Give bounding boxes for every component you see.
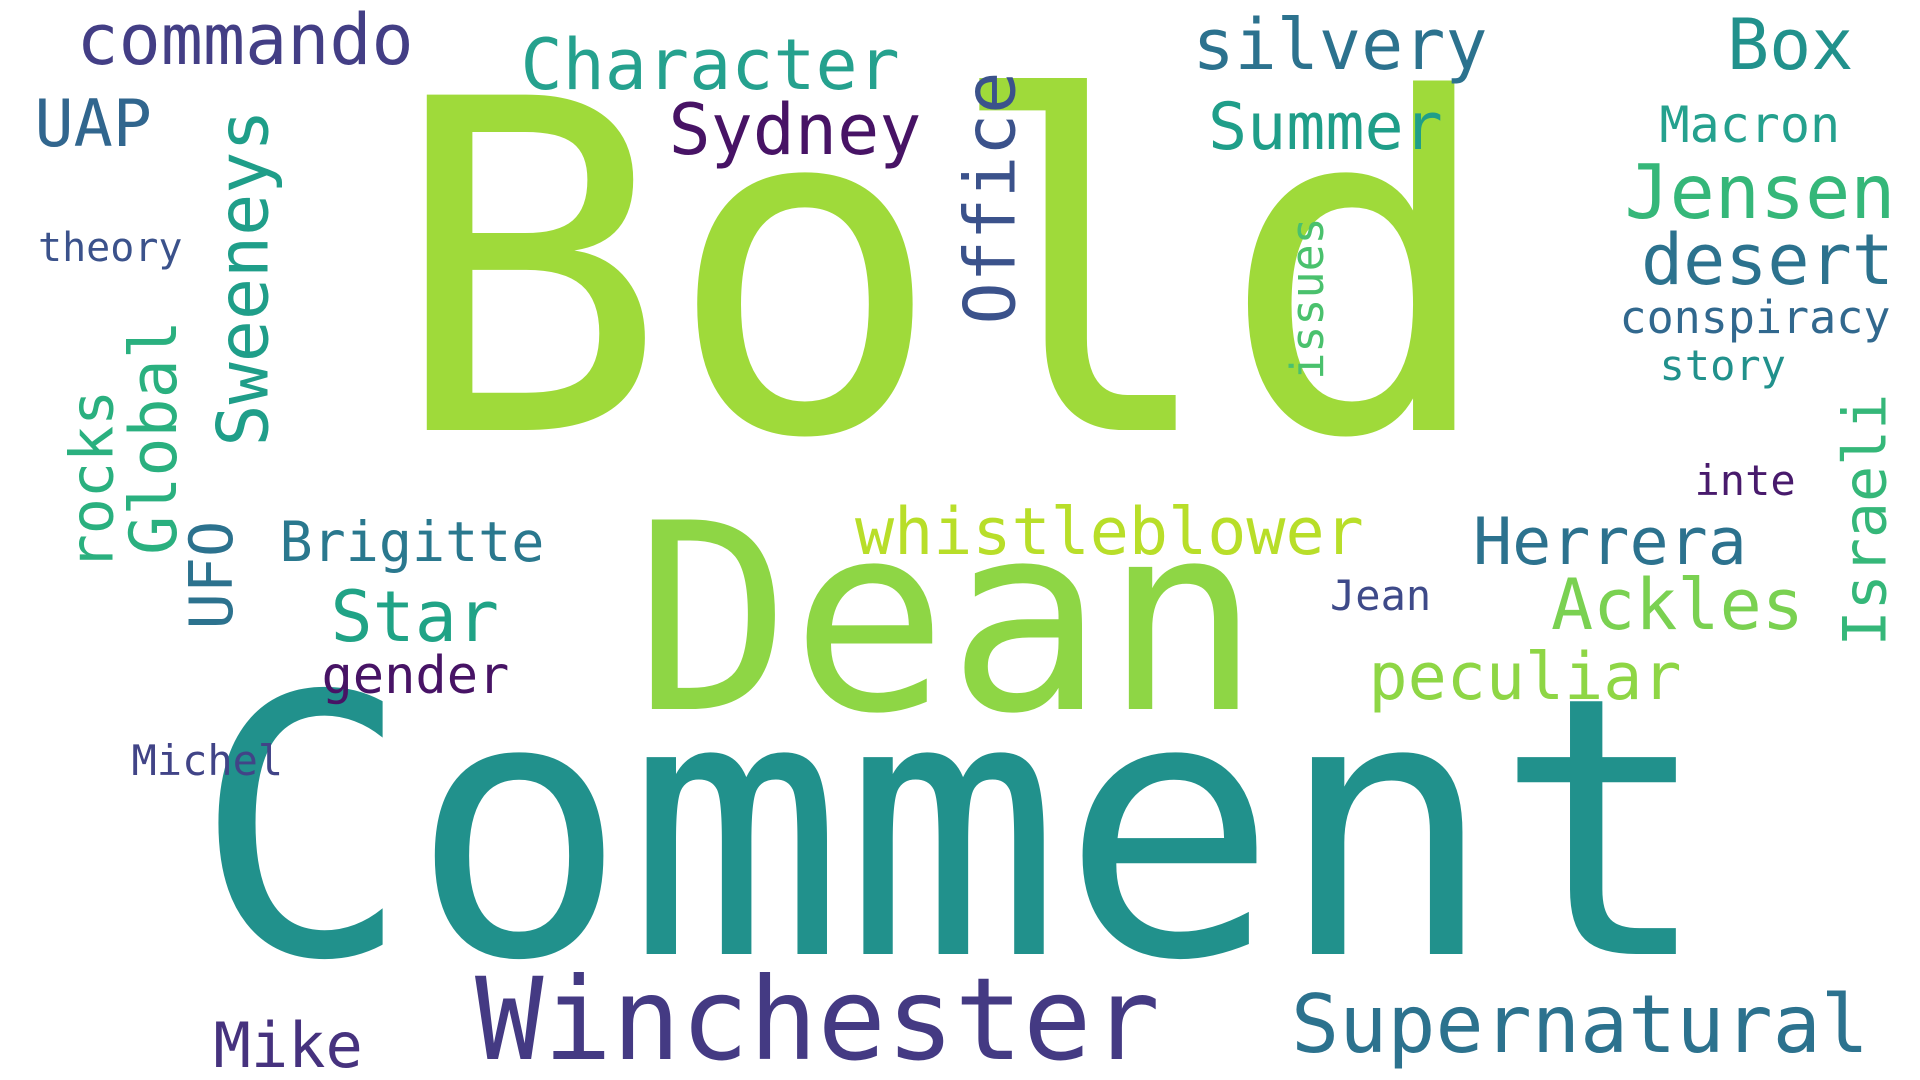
word-mike: Mike — [213, 1009, 363, 1080]
word-michel: Michel — [131, 736, 284, 785]
word-summer: Summer — [1208, 90, 1443, 165]
word-jensen: Jensen — [1624, 148, 1896, 236]
word-ufo: UFO — [177, 520, 248, 630]
word-issues: issues — [1280, 216, 1334, 380]
word-whistleblower: whistleblower — [855, 495, 1364, 570]
word-jean: Jean — [1330, 571, 1432, 620]
word-office: Office — [948, 71, 1031, 325]
word-macron: Macron — [1659, 96, 1841, 154]
word-commando: commando — [76, 0, 414, 81]
word-herrera: Herrera — [1473, 505, 1747, 580]
word-story: story — [1659, 341, 1786, 390]
word-ackles: Ackles — [1551, 564, 1804, 646]
word-desert: desert — [1641, 219, 1894, 301]
word-bold: Bold — [389, 4, 1498, 539]
word-gender: gender — [321, 646, 510, 706]
word-box: Box — [1727, 4, 1854, 86]
word-inte: inte — [1694, 456, 1796, 505]
word-rocks: rocks — [56, 389, 127, 571]
word-sydney: Sydney — [668, 89, 922, 171]
word-israeli: Israeli — [1829, 393, 1900, 647]
word-uap: UAP — [34, 87, 152, 162]
word-global: Global — [116, 320, 192, 555]
word-winchester: Winchester — [475, 953, 1161, 1080]
word-silvery: silvery — [1192, 4, 1488, 86]
word-conspiracy: conspiracy — [1619, 291, 1891, 344]
word-peculiar: peculiar — [1368, 640, 1682, 715]
word-supernatural: Supernatural — [1291, 978, 1869, 1071]
word-character: Character — [520, 24, 900, 106]
word-dean: Dean — [634, 469, 1261, 771]
word-brigitte: Brigitte — [279, 510, 545, 574]
word-sweeneys: Sweeneys — [202, 109, 285, 447]
word-star: Star — [330, 576, 500, 658]
word-theory: theory — [38, 225, 183, 271]
word-comment: Comment — [194, 620, 1712, 1039]
